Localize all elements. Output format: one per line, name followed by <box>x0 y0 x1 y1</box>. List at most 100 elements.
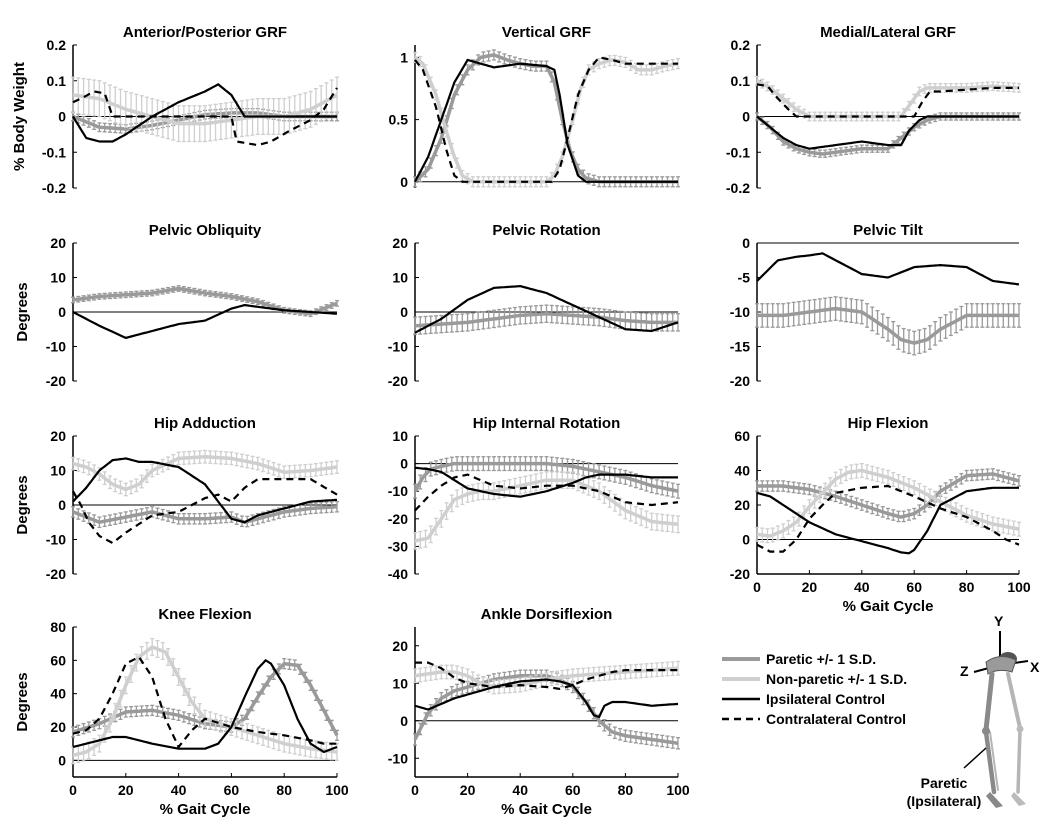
x-axis-label: % Gait Cycle <box>501 801 592 818</box>
series-line-ipsilateral <box>72 304 338 339</box>
y-tick-label: -20 <box>46 373 66 389</box>
series-line-ipsilateral <box>414 285 679 334</box>
y-tick-label: 20 <box>392 235 408 251</box>
panel-hip-adduction: Hip Adduction -20 -10 0 10 20 Degrees <box>14 415 339 582</box>
panel-title: Pelvic Obliquity <box>149 222 262 239</box>
y-tick-label: 0 <box>58 109 66 125</box>
y-tick-label: -10 <box>46 532 66 548</box>
y-axis-label: Degrees <box>14 672 31 731</box>
x-tick-label: 100 <box>325 782 349 798</box>
x-tick-label: 20 <box>802 579 818 595</box>
y-tick-label: -0.1 <box>42 144 66 160</box>
y-tick-label: 0.2 <box>731 37 751 53</box>
legend: Paretic +/- 1 S.D. Non-paretic +/- 1 S.D… <box>722 651 907 727</box>
x-tick-label: 100 <box>1007 579 1031 595</box>
y-tick-label: 0 <box>400 713 408 729</box>
series-paretic <box>71 658 339 741</box>
pelvis-bone <box>985 652 1017 675</box>
series-line-paretic <box>413 461 679 493</box>
x-tick-label: 60 <box>906 579 922 595</box>
panel-medial-lateral-grf: Medial/Lateral GRF -0.2 -0.1 0 0.1 0.2 <box>726 24 1021 196</box>
y-tick-label: 0 <box>400 456 408 472</box>
panel-title: Pelvic Tilt <box>853 222 923 239</box>
series-line-nonparetic <box>72 454 338 492</box>
series-line-contralateral <box>756 83 1019 118</box>
y-tick-label: 0 <box>400 174 408 190</box>
y-tick-label: 20 <box>392 638 408 654</box>
series-line-ipsilateral <box>72 83 337 143</box>
y-tick-label: 60 <box>50 652 66 668</box>
y-axis-label: % Body Weight <box>11 62 28 171</box>
x-tick-label: 80 <box>959 579 975 595</box>
y-tick-label: 60 <box>734 428 750 444</box>
y-tick-label: -20 <box>388 373 408 389</box>
series-paretic <box>71 500 339 529</box>
series-line-contralateral <box>72 87 338 147</box>
x-tick-label: 20 <box>118 782 134 798</box>
series-line-ipsilateral <box>756 486 1019 555</box>
panel-vertical-grf: Vertical GRF 0 0.5 1 <box>389 24 680 190</box>
series-ipsilateral <box>72 304 338 339</box>
series-ipsilateral <box>756 486 1019 555</box>
series-ipsilateral <box>414 285 679 334</box>
series-line-contralateral <box>415 661 678 690</box>
series-ipsilateral <box>72 457 338 524</box>
series-paretic <box>755 296 1021 356</box>
series-contralateral <box>72 478 338 545</box>
y-tick-label: -40 <box>388 566 408 582</box>
series-line-paretic <box>413 53 678 184</box>
legend-label-contralateral: Contralateral Control <box>766 711 906 727</box>
y-tick-label: 10 <box>392 270 408 286</box>
y-tick-label: -30 <box>388 538 408 554</box>
series-nonparetic <box>413 660 680 695</box>
y-tick-label: 40 <box>50 686 66 702</box>
y-axis-label: Degrees <box>14 282 31 341</box>
x-axis-label: % Gait Cycle <box>160 801 251 818</box>
series-line-nonparetic <box>756 79 1020 119</box>
y-tick-label: -20 <box>388 511 408 527</box>
series-ipsilateral <box>414 466 678 498</box>
y-tick-label: -0.2 <box>42 180 66 196</box>
panel-hip-internal-rotation: Hip Internal Rotation -40 -30 -20 -10 0 10 <box>388 415 680 582</box>
y-tick-label: -20 <box>730 373 750 389</box>
series-line-nonparetic <box>413 56 679 184</box>
y-tick-label: 20 <box>734 497 750 513</box>
series-line-paretic <box>72 286 338 316</box>
series-line-nonparetic <box>414 478 679 543</box>
y-tick-label: -0.2 <box>726 180 750 196</box>
y-tick-label: 0 <box>58 304 66 320</box>
y-tick-label: -10 <box>46 339 66 355</box>
panel-title: Knee Flexion <box>158 606 251 623</box>
panel-anterior-posterior-grf: Anterior/Posterior GRF -0.2 -0.1 0 0.1 0.2 % B… <box>11 24 339 196</box>
panel-pelvic-tilt: Pelvic Tilt -20 -15 -10 -5 0 <box>730 222 1021 389</box>
series-contralateral <box>414 473 679 512</box>
x-axis-label: % Gait Cycle <box>843 598 934 615</box>
series-contralateral <box>756 83 1019 118</box>
y-tick-label: -20 <box>46 566 66 582</box>
y-tick-label: -0.1 <box>726 144 750 160</box>
skeleton-figure: Y X Z Paretic (Ipsilateral) <box>907 613 1040 809</box>
panel-title: Anterior/Posterior GRF <box>123 24 287 41</box>
y-tick-label: 20 <box>50 719 66 735</box>
y-tick-label: 10 <box>392 428 408 444</box>
panel-title: Hip Internal Rotation <box>473 415 621 432</box>
series-line-contralateral <box>414 56 678 183</box>
series-line-ipsilateral <box>72 659 338 754</box>
series-nonparetic <box>71 638 339 765</box>
x-tick-label: 80 <box>618 782 634 798</box>
series-line-ipsilateral <box>414 678 679 719</box>
y-tick-label: 0 <box>58 497 66 513</box>
chart-panels: Anterior/Posterior GRF -0.2 -0.1 0 0.1 0.2 % B… <box>11 24 1031 818</box>
y-tick-label: 0.2 <box>47 37 67 53</box>
series-line-paretic <box>757 306 1019 345</box>
series-line-nonparetic <box>72 93 338 126</box>
y-tick-label: -10 <box>388 750 408 766</box>
panel-pelvic-rotation: Pelvic Rotation -20 -10 0 10 20 <box>388 222 680 389</box>
panel-pelvic-obliquity: Pelvic Obliquity -20 -10 0 10 20 Degrees <box>14 222 339 389</box>
series-contralateral <box>72 87 338 147</box>
y-tick-label: 0.1 <box>731 73 751 89</box>
y-tick-label: 20 <box>50 428 66 444</box>
panel-knee-flexion: Knee Flexion 0 20 40 60 80 0 20 40 60 80 100 % Gait … <box>14 606 349 818</box>
panel-title: Hip Adduction <box>154 415 256 432</box>
